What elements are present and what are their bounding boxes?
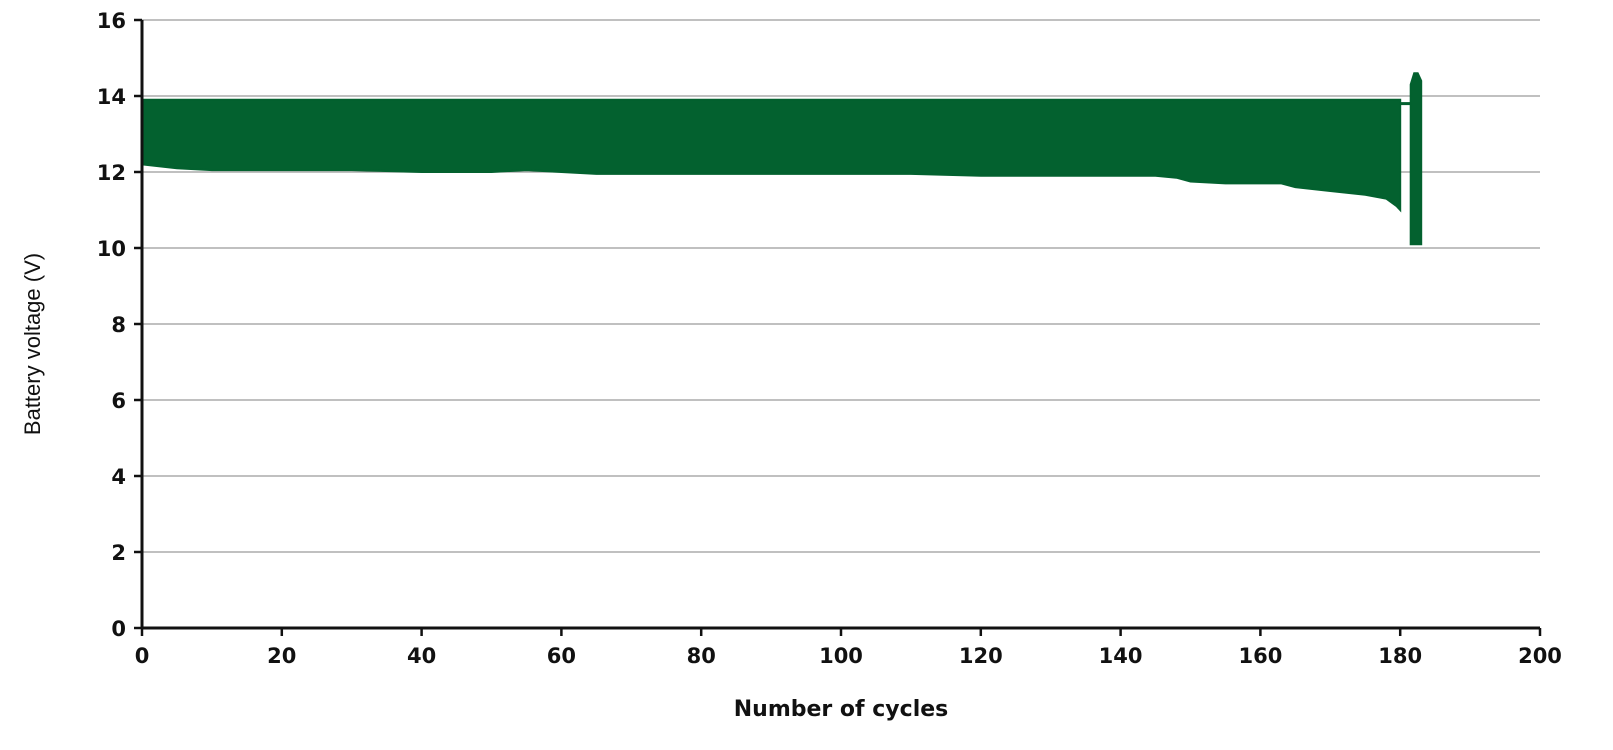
x-tick-label-120: 120 xyxy=(959,644,1003,668)
x-tick-label-40: 40 xyxy=(407,644,436,668)
y-axis-title: Battery voltage (V) xyxy=(20,253,45,435)
y-tick-label-2: 2 xyxy=(111,541,126,565)
y-tick-label-12: 12 xyxy=(97,161,126,185)
y-tick-label-4: 4 xyxy=(111,465,126,489)
x-tick-label-160: 160 xyxy=(1238,644,1282,668)
x-tick-label-100: 100 xyxy=(819,644,863,668)
x-tick-label-20: 20 xyxy=(267,644,296,668)
tick-marks xyxy=(134,18,1542,636)
series-band-1 xyxy=(1409,72,1423,246)
y-tick-label-10: 10 xyxy=(97,237,126,261)
x-axis-title: Number of cycles xyxy=(734,697,949,722)
series-band-0 xyxy=(141,98,1402,213)
data-series xyxy=(141,72,1423,246)
y-tick-label-14: 14 xyxy=(97,85,126,109)
x-tick-label-80: 80 xyxy=(687,644,716,668)
x-tick-label-180: 180 xyxy=(1378,644,1422,668)
y-tick-label-0: 0 xyxy=(111,617,126,641)
x-tick-label-140: 140 xyxy=(1099,644,1143,668)
y-tick-label-8: 8 xyxy=(111,313,126,337)
y-tick-label-6: 6 xyxy=(111,389,126,413)
x-tick-label-200: 200 xyxy=(1518,644,1562,668)
x-tick-label-60: 60 xyxy=(547,644,576,668)
x-tick-label-0: 0 xyxy=(135,644,150,668)
y-tick-label-16: 16 xyxy=(97,9,126,33)
